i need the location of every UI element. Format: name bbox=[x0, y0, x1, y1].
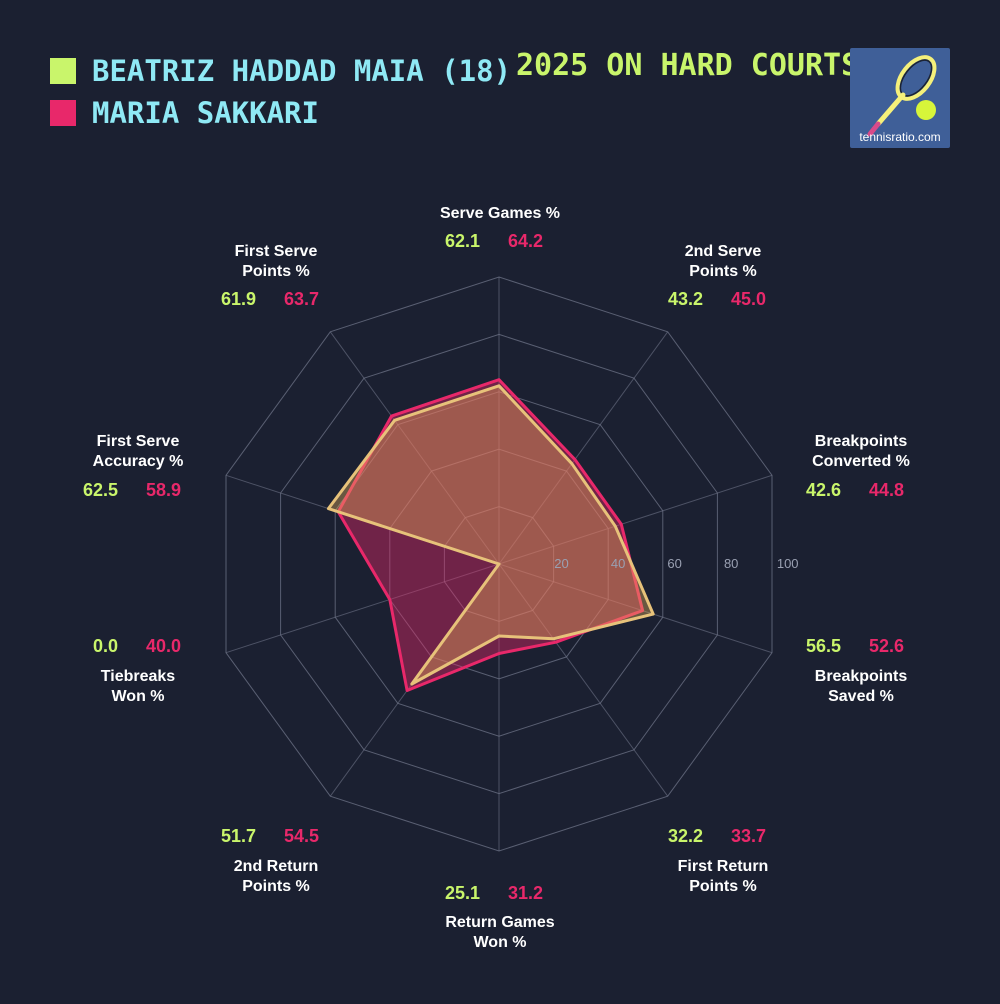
value-label-player2: 63.7 bbox=[284, 289, 319, 309]
radial-tick-label: 80 bbox=[724, 556, 738, 571]
category-label: Saved % bbox=[828, 688, 894, 705]
category-label: 2nd Return bbox=[234, 858, 318, 875]
category-label: Accuracy % bbox=[93, 453, 184, 470]
legend-item-player2: MARIA SAKKARI bbox=[50, 92, 511, 134]
value-label-player2: 31.2 bbox=[508, 883, 543, 903]
value-label-player2: 44.8 bbox=[869, 480, 904, 500]
legend-label-player2: MARIA SAKKARI bbox=[92, 96, 319, 130]
legend-label-player1: BEATRIZ HADDAD MAIA (18) bbox=[92, 54, 512, 88]
category-0: Serve Games % 62.1 64.2 bbox=[440, 205, 560, 251]
category-label: Points % bbox=[242, 878, 310, 895]
radial-tick-label: 100 bbox=[777, 556, 799, 571]
value-label-player1: 42.6 bbox=[806, 480, 841, 500]
value-label-player2: 40.0 bbox=[146, 636, 181, 656]
value-label-player2: 45.0 bbox=[731, 289, 766, 309]
category-label: First Serve bbox=[97, 433, 180, 450]
value-label-player1: 0.0 bbox=[93, 636, 118, 656]
category-label: Won % bbox=[111, 688, 164, 705]
legend-swatch-player1 bbox=[50, 58, 76, 84]
category-label: Serve Games % bbox=[440, 205, 560, 222]
value-label-player1: 51.7 bbox=[221, 826, 256, 846]
legend-item-player1: BEATRIZ HADDAD MAIA (18) bbox=[50, 50, 511, 92]
category-label: 2nd Serve bbox=[685, 243, 762, 260]
legend-swatch-player2 bbox=[50, 100, 76, 126]
chart-title: 2025 ON HARD COURTS bbox=[516, 48, 860, 83]
value-label-player2: 54.5 bbox=[284, 826, 319, 846]
tennisratio-logo: tennisratio.com bbox=[850, 48, 950, 148]
grid-spoke bbox=[329, 331, 500, 565]
series-area-beatriz-haddad-maia bbox=[326, 384, 655, 686]
value-label-player2: 64.2 bbox=[508, 231, 543, 251]
category-3: Breakpoints Saved % 56.5 52.6 bbox=[806, 636, 907, 705]
grid-spoke bbox=[225, 563, 500, 654]
category-label: Return Games bbox=[445, 914, 554, 931]
radial-tick-label: 20 bbox=[554, 556, 568, 571]
category-label: Tiebreaks bbox=[101, 668, 176, 685]
category-label: Points % bbox=[689, 878, 757, 895]
value-label-player1: 61.9 bbox=[221, 289, 256, 309]
category-4: First Return Points % 32.2 33.7 bbox=[668, 826, 768, 895]
value-label-player1: 56.5 bbox=[806, 636, 841, 656]
category-2: Breakpoints Converted % 42.6 44.8 bbox=[806, 433, 910, 500]
category-label: Won % bbox=[473, 934, 526, 951]
legend: BEATRIZ HADDAD MAIA (18) MARIA SAKKARI bbox=[50, 50, 511, 134]
grid-spoke bbox=[498, 563, 773, 654]
category-label: First Return bbox=[678, 858, 769, 875]
grid-spoke bbox=[498, 331, 669, 565]
category-7: Tiebreaks Won % 0.0 40.0 bbox=[93, 636, 181, 705]
category-5: Return Games Won % 25.1 31.2 bbox=[445, 883, 555, 951]
radial-tick-label: 40 bbox=[611, 556, 625, 571]
logo-text: tennisratio.com bbox=[859, 130, 941, 144]
value-label-player1: 43.2 bbox=[668, 289, 703, 309]
value-label-player2: 58.9 bbox=[146, 480, 181, 500]
category-8: First Serve Accuracy % 62.5 58.9 bbox=[83, 433, 183, 500]
category-1: 2nd Serve Points % 43.2 45.0 bbox=[668, 243, 766, 309]
category-9: First Serve Points % 61.9 63.7 bbox=[221, 243, 319, 309]
value-label-player1: 25.1 bbox=[445, 883, 480, 903]
category-label: Points % bbox=[242, 263, 310, 280]
grid-spoke bbox=[498, 474, 773, 565]
category-label: Points % bbox=[689, 263, 757, 280]
value-label-player1: 62.5 bbox=[83, 480, 118, 500]
radial-tick-label: 60 bbox=[667, 556, 681, 571]
racket-icon bbox=[867, 55, 937, 137]
value-label-player2: 33.7 bbox=[731, 826, 766, 846]
category-label: First Serve bbox=[235, 243, 318, 260]
value-label-player1: 62.1 bbox=[445, 231, 480, 251]
value-label-player2: 52.6 bbox=[869, 636, 904, 656]
value-label-player1: 32.2 bbox=[668, 826, 703, 846]
category-label: Breakpoints bbox=[815, 668, 908, 685]
category-label: Breakpoints bbox=[815, 433, 908, 450]
grid-spoke bbox=[498, 563, 669, 797]
category-label: Converted % bbox=[812, 453, 910, 470]
category-6: 2nd Return Points % 51.7 54.5 bbox=[221, 826, 319, 895]
